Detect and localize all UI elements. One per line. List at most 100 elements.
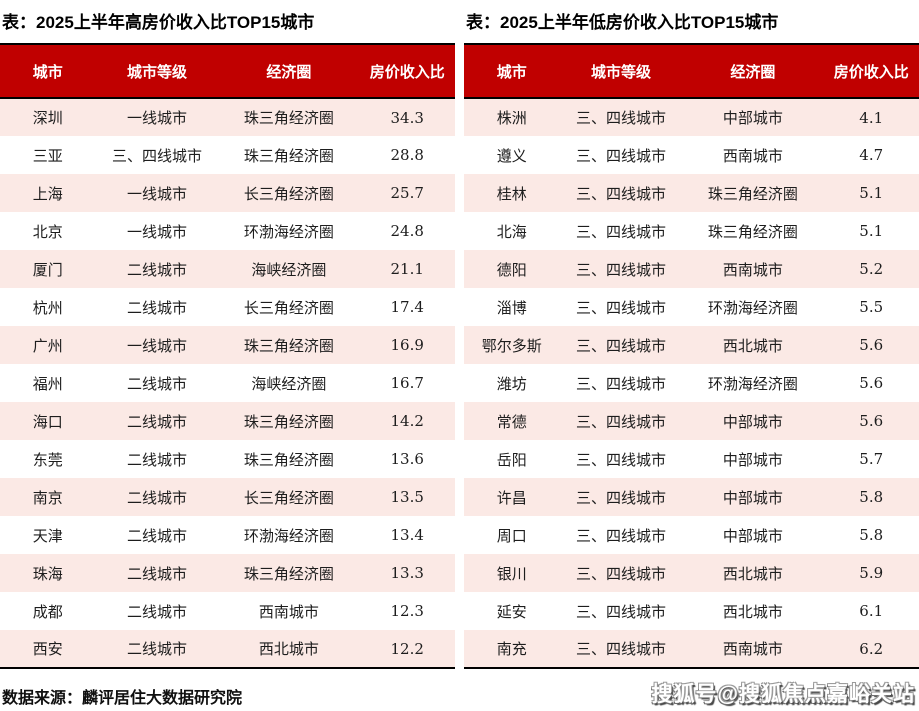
header-row: 城市 城市等级 经济圈 房价收入比 xyxy=(0,43,455,99)
table-cell: 二线城市 xyxy=(126,260,187,279)
table-row: 常德 三、四线城市 中部城市 5.6 xyxy=(464,402,919,440)
table-cell: 福州 xyxy=(32,374,63,393)
table-cell: 环渤海经济圈 xyxy=(243,526,334,545)
table-cell: 西北城市 xyxy=(722,336,783,355)
table-cell: 中部城市 xyxy=(722,450,783,469)
table-cell: 三亚 xyxy=(32,146,63,165)
table-cell: 三、四线城市 xyxy=(575,109,666,127)
table-cell: 三、四线城市 xyxy=(575,184,666,203)
table-cell: 西北城市 xyxy=(218,630,360,669)
table-row: 西安 二线城市 西北城市 12.2 xyxy=(0,630,455,669)
table-cell: 二线城市 xyxy=(126,488,187,507)
table-cell: 一线城市 xyxy=(126,184,187,203)
table-cell: 中部城市 xyxy=(722,526,783,545)
table-cell: 4.1 xyxy=(859,108,884,127)
table-cell: 桂林 xyxy=(496,184,527,203)
table-row: 南京 二线城市 长三角经济圈 13.5 xyxy=(0,478,455,516)
high-ratio-table: 城市 城市等级 经济圈 房价收入比 深圳 一线城市 珠三角经济圈 34.3 三亚 三、四线城市珠… xyxy=(0,43,455,669)
table-title-low-ratio: 表：2025上半年低房价收入比TOP15城市 xyxy=(466,13,779,32)
table-cell: 广州 xyxy=(32,336,63,355)
table-cell: 珠三角经济圈 xyxy=(243,336,334,355)
table-cell: 北京 xyxy=(32,222,63,241)
sohu-watermark: 搜狐号@搜狐焦点嘉峪关站 xyxy=(651,683,915,706)
table-cell: 5.6 xyxy=(859,374,884,392)
table-cell: 一线城市 xyxy=(126,336,187,355)
table-cell: 5.9 xyxy=(859,564,884,582)
table-cell: 珠三角经济圈 xyxy=(243,412,334,431)
table-cell: 环渤海经济圈 xyxy=(707,374,798,393)
table-cell: 天津 xyxy=(32,526,63,545)
table-row: 银川 三、四线城市 西北城市 5.9 xyxy=(464,554,919,592)
table-cell: 二线城市 xyxy=(126,298,187,317)
table-cell: 厦门 xyxy=(32,260,63,279)
table-cell: 杭州 xyxy=(32,298,63,317)
table-cell: 28.8 xyxy=(390,146,424,164)
table-cell: 三、四线城市 xyxy=(575,602,666,621)
table-cell: 25.7 xyxy=(390,184,424,202)
table-cell: 淄博 xyxy=(496,298,527,317)
table-row: 杭州 二线城市 长三角经济圈 17.4 xyxy=(0,288,455,326)
table-cell: 珠三角经济圈 xyxy=(707,184,798,203)
table-row: 周口 三、四线城市 中部城市 5.8 xyxy=(464,516,919,554)
table-row: 淄博 三、四线城市 环渤海经济圈 5.5 xyxy=(464,288,919,326)
column-header: 城市 xyxy=(464,43,560,99)
table-cell: 长三角经济圈 xyxy=(243,184,334,203)
table-cell: 潍坊 xyxy=(496,374,527,393)
table-panel-high-ratio: 表：2025上半年高房价收入比TOP15城市 城市 城市等级 经济圈 房价收入比 深圳… xyxy=(0,0,455,669)
table-row: 北海 三、四线城市 珠三角经济圈 5.1 xyxy=(464,212,919,250)
table-cell: 一线城市 xyxy=(126,222,187,241)
table-row: 潍坊 三、四线城市 环渤海经济圈 5.6 xyxy=(464,364,919,402)
table-row: 鄂尔多斯 三、四线城市 西北城市 5.6 xyxy=(464,326,919,364)
table-cell: 银川 xyxy=(496,564,527,583)
table-cell: 13.3 xyxy=(390,564,424,582)
table-row: 福州 二线城市 海峡经济圈 16.7 xyxy=(0,364,455,402)
table-cell: 长三角经济圈 xyxy=(243,298,334,317)
table-cell: 中部城市 xyxy=(722,412,783,431)
tables-wrap: 表：2025上半年高房价收入比TOP15城市 城市 城市等级 经济圈 房价收入比 深圳… xyxy=(0,0,919,669)
table-cell: 二线城市 xyxy=(95,630,219,669)
table-cell: 5.6 xyxy=(859,412,884,430)
table-cell: 珠三角经济圈 xyxy=(243,146,334,165)
table-cell: 环渤海经济圈 xyxy=(243,222,334,241)
table-row: 株洲 三、四线城市 中部城市 4.1 xyxy=(464,98,919,136)
table-cell: 海峡经济圈 xyxy=(251,260,327,279)
table-cell: 环渤海经济圈 xyxy=(707,298,798,317)
table-row: 北京 一线城市 环渤海经济圈 24.8 xyxy=(0,212,455,250)
table-cell: 二线城市 xyxy=(126,374,187,393)
table-row: 厦门 二线城市 海峡经济圈 21.1 xyxy=(0,250,455,288)
table-cell: 13.6 xyxy=(390,450,424,468)
table-cell: 6.2 xyxy=(823,630,919,669)
table-cell: 16.9 xyxy=(390,336,424,354)
table-cell: 三、四线城市 xyxy=(559,630,683,669)
table-cell: 三、四线城市 xyxy=(575,412,666,431)
table-cell: 三、四线城市 xyxy=(575,222,666,241)
table-cell: 三、四线城市 xyxy=(575,298,666,317)
table-row: 德阳 三、四线城市 西南城市 5.2 xyxy=(464,250,919,288)
table-cell: 二线城市 xyxy=(126,564,187,583)
table-cell: 一线城市 xyxy=(126,109,187,127)
table-cell: 三、四线城市 xyxy=(575,526,666,545)
table-cell: 5.6 xyxy=(859,336,884,354)
table-cell: 周口 xyxy=(496,526,527,545)
table-row: 成都 二线城市 西南城市 12.3 xyxy=(0,592,455,630)
column-header: 房价收入比 xyxy=(359,43,455,99)
table-cell: 三、四线城市 xyxy=(575,488,666,507)
table-cell: 三、四线城市 xyxy=(111,146,202,165)
header-row: 城市 城市等级 经济圈 房价收入比 xyxy=(464,43,919,99)
table-cell: 南京 xyxy=(32,488,63,507)
table-row: 遵义 三、四线城市 西南城市 4.7 xyxy=(464,136,919,174)
table-cell: 东莞 xyxy=(32,450,63,469)
column-header: 房价收入比 xyxy=(823,43,919,99)
footer-row: 数据来源：麟评居住大数据研究院 搜狐号@搜狐焦点嘉峪关站 xyxy=(0,678,919,708)
table-cell: 西南城市 xyxy=(722,260,783,279)
table-cell: 三、四线城市 xyxy=(575,146,666,165)
table-cell: 西南城市 xyxy=(722,146,783,165)
table-cell: 5.2 xyxy=(859,260,884,278)
table-row: 南充 三、四线城市 西南城市 6.2 xyxy=(464,630,919,669)
data-source-note: 数据来源：麟评居住大数据研究院 xyxy=(2,688,243,707)
table-cell: 13.5 xyxy=(390,488,424,506)
table-cell: 14.2 xyxy=(390,412,424,430)
table-cell: 5.8 xyxy=(859,526,884,544)
table-cell: 34.3 xyxy=(390,108,424,127)
